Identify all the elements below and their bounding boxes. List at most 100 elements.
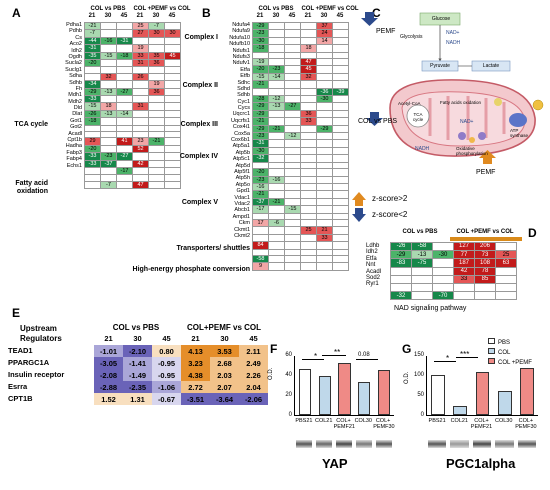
heatmap-cell — [164, 174, 181, 182]
heatmap-cell: 78 — [474, 266, 496, 276]
heatmap-cell: -31 — [116, 36, 133, 46]
heatmap-cell — [332, 175, 349, 184]
zscore-cell: 2.26 — [239, 369, 268, 381]
heatmap-cell — [332, 29, 349, 38]
gene-label: Ckm — [238, 220, 250, 227]
heatmap-cell: 108 — [474, 258, 496, 268]
panel-f-title: YAP — [322, 456, 348, 471]
heatmap-cell: -23 — [268, 65, 285, 74]
heatmap-cell: 37 — [316, 21, 333, 31]
column-header: 30 — [133, 334, 142, 343]
heatmap-row: -29 -21 -29 — [252, 124, 349, 134]
gene-label: Ndufb10 — [229, 41, 250, 48]
heatmap-cell — [116, 180, 133, 190]
heatmap-row: -83 -75 187 108 63 — [390, 258, 517, 268]
heatmap-cell — [284, 36, 301, 46]
heatmap-cell: -15 — [84, 102, 101, 111]
zscore-cell: -0.95 — [152, 369, 181, 381]
heatmap-cell: -15 — [252, 72, 269, 82]
heatmap-cell — [284, 65, 301, 74]
gene-label: Etfa — [366, 255, 377, 262]
fao-label: Fatty acids oxidation — [440, 100, 482, 105]
heatmap-cell — [332, 51, 349, 60]
heatmap-cell: -20 — [252, 168, 269, 177]
panel-b-group-complex2: Complex II — [182, 82, 218, 89]
column-header: 21 — [191, 334, 200, 343]
heatmap-cell — [332, 161, 349, 170]
heatmap-cell: -36 — [316, 87, 333, 97]
heatmap-cell: 85 — [474, 274, 496, 284]
heatmap-cell — [100, 95, 117, 104]
heatmap-cell — [268, 132, 285, 141]
heatmap-row: -7 27 30 30 — [84, 29, 181, 38]
heatmap-cell — [268, 262, 285, 271]
legend-zscore-up: z-score>2 — [372, 194, 408, 203]
panel-b-gene-list: Ndufa4 Ndufa9 Ndufa10 Ndufb10 Ndufs1 Ndufs3 Nd… — [222, 22, 250, 239]
heatmap-cell — [268, 241, 285, 250]
panel-g-bracket1 — [434, 361, 456, 362]
heatmap-cell — [268, 139, 285, 148]
heatmap-cell: -18 — [252, 44, 269, 53]
panel-a-group-tca: TCA cycle — [14, 121, 48, 128]
nad-label-2: NAD+ — [460, 119, 474, 125]
heatmap-cell — [316, 57, 333, 67]
heatmap-cell — [164, 180, 181, 190]
heatmap-row: 29 41 23 -21 — [84, 137, 181, 146]
column-header: 21 — [104, 334, 113, 343]
column-header: 30 — [104, 13, 112, 19]
heatmap-cell: 21 — [316, 226, 333, 235]
y-tick-label: 40 — [285, 372, 292, 378]
heatmap-cell — [332, 117, 349, 126]
column-header: 30 — [320, 13, 328, 19]
bar — [497, 391, 512, 415]
heatmap-row: -32 — [252, 154, 349, 163]
heatmap-cell — [116, 117, 133, 126]
heatmap-cell — [284, 197, 301, 207]
heatmap-cell — [164, 66, 181, 74]
heatmap-cell — [132, 109, 149, 119]
heatmap-row: -26 -13 -14 — [84, 109, 181, 119]
heatmap-cell: -14 — [268, 72, 285, 82]
heatmap-cell: -20 — [252, 65, 269, 74]
heatmap-cell — [116, 80, 133, 89]
gene-label: Atp5d — [235, 162, 250, 169]
regulator-row: -2.88 -2.35 -1.06 2.72 2.07 2.04 — [94, 381, 268, 393]
legend-label: COL — [498, 350, 511, 356]
regulator-name: PPARGC1A — [8, 358, 50, 367]
heatmap-cell — [164, 167, 181, 176]
x-tick-label: COL+ PEMF21 — [333, 418, 355, 430]
heatmap-cell — [148, 72, 165, 82]
zscore-cell: -3.64 — [210, 393, 239, 405]
heatmap-cell — [268, 168, 285, 177]
heatmap-cell — [332, 168, 349, 177]
gene-label: Acadl — [366, 268, 382, 275]
heatmap-cell: 33 — [316, 233, 333, 243]
glycolysis-label: Glycolysis — [400, 34, 423, 40]
heatmap-cell: -31 — [252, 139, 269, 148]
heatmap-row — [252, 161, 349, 170]
heatmap-cell — [300, 146, 317, 156]
heatmap-row: -58 — [252, 254, 349, 264]
panel-g-bracket2 — [456, 357, 478, 358]
gene-label: Sdhb — [237, 92, 250, 99]
heatmap-cell — [316, 168, 333, 177]
regulator-name: CPT1B — [8, 394, 33, 403]
regulator-row: -2.08 -1.49 -0.95 4.38 2.03 2.26 — [94, 369, 268, 381]
zscore-cell: 2.68 — [210, 357, 239, 369]
gene-label: Fabp4 — [66, 156, 82, 163]
heatmap-cell: -21 — [252, 117, 269, 126]
gene-label: Pdhb — [69, 28, 82, 35]
western-blot-g — [428, 440, 537, 448]
heatmap-cell — [284, 124, 301, 134]
upstream-regulators-header: Upstream Regulators — [20, 324, 62, 343]
panel-e-head1: COL vs PBS — [112, 323, 160, 332]
panel-g-plot — [426, 356, 538, 416]
heatmap-row — [252, 51, 349, 60]
heatmap-cell — [332, 57, 349, 67]
heatmap-row: -29 -13 -27 36 — [84, 87, 181, 97]
heatmap-cell — [316, 109, 333, 119]
zscore-down-arrow-icon — [352, 208, 366, 222]
zscore-cell: 1.31 — [123, 393, 152, 405]
heatmap-cell — [300, 190, 317, 199]
heatmap-cell — [316, 241, 333, 250]
